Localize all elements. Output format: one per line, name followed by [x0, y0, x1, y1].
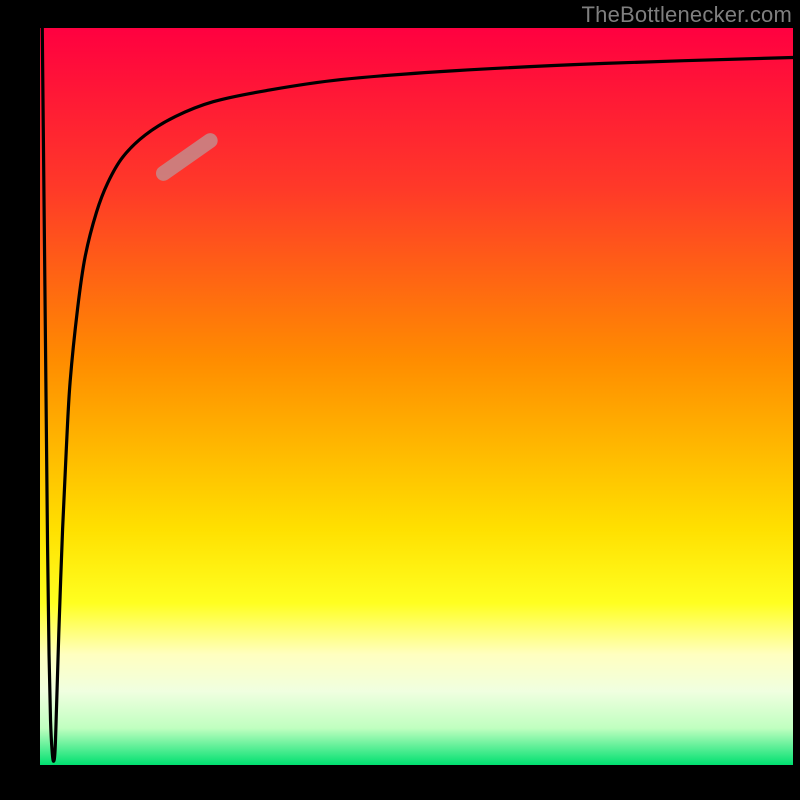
- watermark-text: TheBottlenecker.com: [582, 2, 792, 28]
- plot-background: [40, 28, 793, 765]
- chart-container: TheBottlenecker.com: [0, 0, 800, 800]
- bottleneck-chart: [0, 0, 800, 800]
